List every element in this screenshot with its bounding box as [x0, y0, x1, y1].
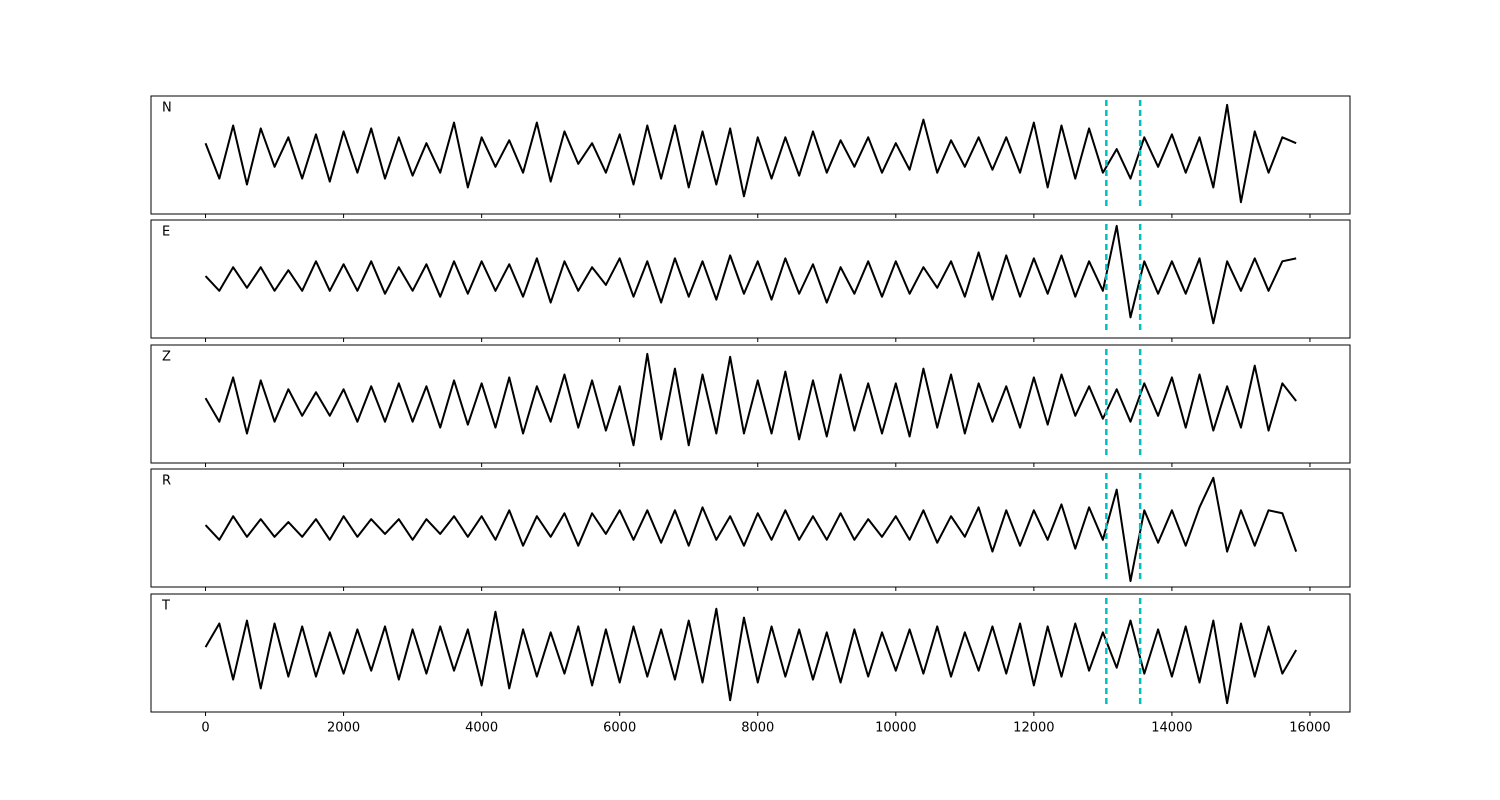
waveform [204, 607, 1298, 705]
x-tick-label: 2000 [327, 721, 360, 736]
x-tick-label: 4000 [465, 721, 498, 736]
waveform [204, 476, 1298, 583]
panel-frame [150, 344, 1351, 464]
panel-label: T [161, 599, 170, 614]
x-tick-label: 0 [201, 721, 209, 736]
panel-label: Z [162, 350, 171, 365]
waveform [204, 352, 1297, 447]
panel-frame [150, 219, 1351, 339]
waveform [204, 103, 1297, 204]
panel-label: N [162, 101, 172, 116]
panel-label: E [162, 225, 170, 240]
x-tick-label: 16000 [1289, 721, 1330, 736]
panel-frame [150, 593, 1351, 713]
x-tick-label: 6000 [603, 721, 636, 736]
x-tick-label: 10000 [875, 721, 916, 736]
x-tick-label: 14000 [1151, 721, 1192, 736]
x-tick-label: 8000 [741, 721, 774, 736]
panel-frame [150, 468, 1351, 588]
waveform [204, 224, 1297, 325]
panel-label: R [162, 474, 171, 489]
x-tick-label: 12000 [1013, 721, 1054, 736]
panel-frame [150, 95, 1351, 215]
